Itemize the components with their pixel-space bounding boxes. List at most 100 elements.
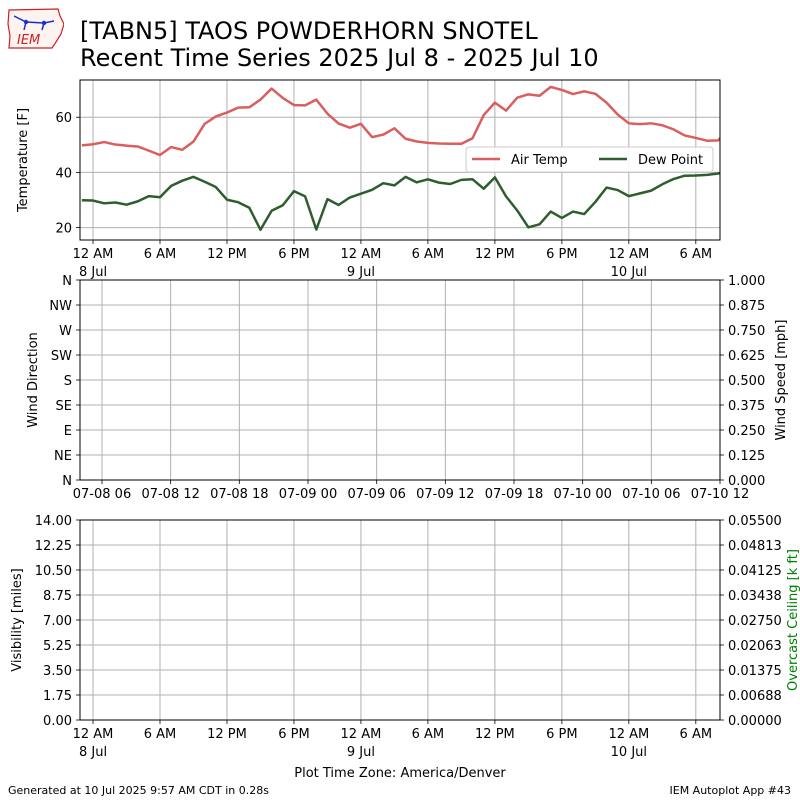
x-tick-label: 6 AM (144, 727, 177, 742)
x-tick-label: 12 PM (207, 247, 247, 262)
y-tick-label: 40 (55, 166, 72, 181)
x-tick-label: 6 PM (278, 727, 309, 742)
chart-subtitle: Recent Time Series 2025 Jul 8 - 2025 Jul… (80, 44, 599, 72)
y-tick-label-right: 0.04125 (728, 564, 782, 579)
x-tick-label: 12 PM (475, 727, 515, 742)
y-tick-label: 8.75 (43, 589, 72, 604)
x-tick-label: 6 PM (546, 247, 577, 262)
y-tick-label: NW (49, 299, 72, 314)
y-axis-label: Temperature [F] (16, 108, 31, 213)
y-tick-label-right: 0.01375 (728, 664, 782, 679)
y-tick-label: E (64, 424, 72, 439)
iem-logo: IEM (6, 6, 65, 54)
y-tick-label-right: 0.500 (728, 374, 765, 389)
y-tick-label: 10.50 (35, 564, 72, 579)
x-tick-label: 07-10 06 (622, 487, 680, 502)
y-tick-label: 12.25 (35, 539, 72, 554)
y-tick-label: 20 (55, 222, 72, 237)
x-axis-label: Plot Time Zone: America/Denver (294, 766, 506, 781)
y-tick-label: S (64, 374, 72, 389)
series-line-dew-point (81, 171, 720, 232)
x-tick-label: 12 AM (341, 247, 382, 262)
y-axis-label-right: Overcast Ceiling [k ft] (786, 549, 800, 691)
x-tick-date-label: 9 Jul (347, 745, 375, 760)
x-tick-label: 12 AM (341, 727, 382, 742)
iowa-map-outline (7, 8, 65, 49)
x-tick-label: 07-09 18 (485, 487, 543, 502)
y-tick-label: 60 (55, 111, 72, 126)
x-tick-label: 07-10 12 (691, 487, 749, 502)
y-tick-label-right: 0.00000 (728, 714, 782, 729)
x-tick-label: 6 AM (412, 247, 445, 262)
y-tick-label: N (62, 274, 72, 289)
y-tick-label-right: 0.625 (728, 349, 765, 364)
series-line-air-temp (81, 85, 720, 157)
y-tick-label-right: 0.250 (728, 424, 765, 439)
y-tick-label: 14.00 (35, 514, 72, 529)
legend: Air Temp Dew Point (465, 146, 714, 173)
legend-label: Air Temp (511, 153, 568, 168)
chart-title: [TABN5] TAOS POWDERHORN SNOTEL (80, 17, 538, 45)
x-tick-label: 07-08 12 (141, 487, 199, 502)
y-tick-label: 5.25 (43, 639, 72, 654)
x-tick-label: 6 AM (680, 727, 713, 742)
generated-note: Generated at 10 Jul 2025 9:57 AM CDT in … (8, 784, 269, 797)
plot-frame (79, 519, 721, 721)
y-tick-label-right: 0.03438 (728, 589, 782, 604)
x-tick-label: 6 PM (546, 727, 577, 742)
visibility-axes: 0.00 0.00000 1.75 0.00688 3.50 0.01375 5.25 0.0… (10, 514, 800, 781)
y-tick-label: N (62, 474, 72, 489)
y-tick-label-right: 0.375 (728, 399, 765, 414)
x-tick-date-label: 8 Jul (79, 265, 107, 280)
legend-box (465, 146, 714, 173)
y-tick-label: SW (51, 349, 72, 364)
network-node (41, 20, 47, 26)
x-tick-label: 12 AM (608, 727, 649, 742)
y-tick-label: NE (54, 449, 72, 464)
y-tick-label-right: 0.125 (728, 449, 765, 464)
y-tick-label: SE (56, 399, 72, 414)
x-tick-label: 07-10 00 (553, 487, 611, 502)
plot-frame (79, 279, 721, 481)
temperature-axes: 12 AM 8 Jul 6 AM 12 PM 6 PM 12 AM 9 Jul 6 AM 12 … (16, 79, 721, 280)
plot-frame (79, 79, 721, 241)
y-tick-label: W (59, 324, 72, 339)
x-tick-label: 07-09 06 (347, 487, 405, 502)
x-tick-label: 6 AM (144, 247, 177, 262)
x-tick-label: 07-09 00 (279, 487, 337, 502)
x-tick-label: 6 PM (278, 247, 309, 262)
x-tick-label: 12 AM (608, 247, 649, 262)
network-node (23, 19, 29, 25)
x-tick-date-label: 10 Jul (611, 265, 647, 280)
y-tick-label: 3.50 (43, 664, 72, 679)
y-tick-label: 7.00 (43, 614, 72, 629)
y-axis-label: Visibility [miles] (10, 568, 25, 671)
y-tick-label-right: 0.00688 (728, 689, 782, 704)
x-tick-label: 07-08 18 (210, 487, 268, 502)
x-tick-date-label: 8 Jul (79, 745, 107, 760)
y-tick-label-right: 0.02063 (728, 639, 782, 654)
x-tick-label: 07-08 06 (73, 487, 131, 502)
wind-axes: N 0.000 NE 0.125 E 0.250 SE 0.375 S 0.500 SW 0.625 W… (26, 274, 789, 502)
x-tick-label: 12 AM (73, 247, 114, 262)
y-tick-label-right: 0.750 (728, 324, 765, 339)
y-axis-label: Wind Direction (26, 332, 41, 428)
y-tick-label-right: 0.04813 (728, 539, 782, 554)
y-tick-label-right: 1.000 (728, 274, 765, 289)
x-tick-label: 12 PM (475, 247, 515, 262)
x-tick-date-label: 9 Jul (347, 265, 375, 280)
logo-text: IEM (17, 33, 40, 48)
x-tick-date-label: 10 Jul (611, 745, 647, 760)
app-label: IEM Autoplot App #43 (669, 784, 792, 797)
x-tick-label: 12 AM (73, 727, 114, 742)
x-tick-label: 12 PM (207, 727, 247, 742)
y-tick-label-right: 0.05500 (728, 514, 782, 529)
x-tick-label: 6 AM (412, 727, 445, 742)
x-tick-label: 6 AM (680, 247, 713, 262)
legend-label: Dew Point (638, 153, 703, 168)
y-axis-label-right: Wind Speed [mph] (774, 320, 789, 441)
y-tick-label: 1.75 (43, 689, 72, 704)
x-tick-label: 07-09 12 (416, 487, 474, 502)
y-tick-label-right: 0.875 (728, 299, 765, 314)
